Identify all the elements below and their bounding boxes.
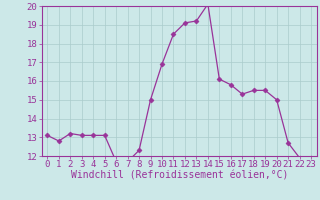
- X-axis label: Windchill (Refroidissement éolien,°C): Windchill (Refroidissement éolien,°C): [70, 171, 288, 181]
